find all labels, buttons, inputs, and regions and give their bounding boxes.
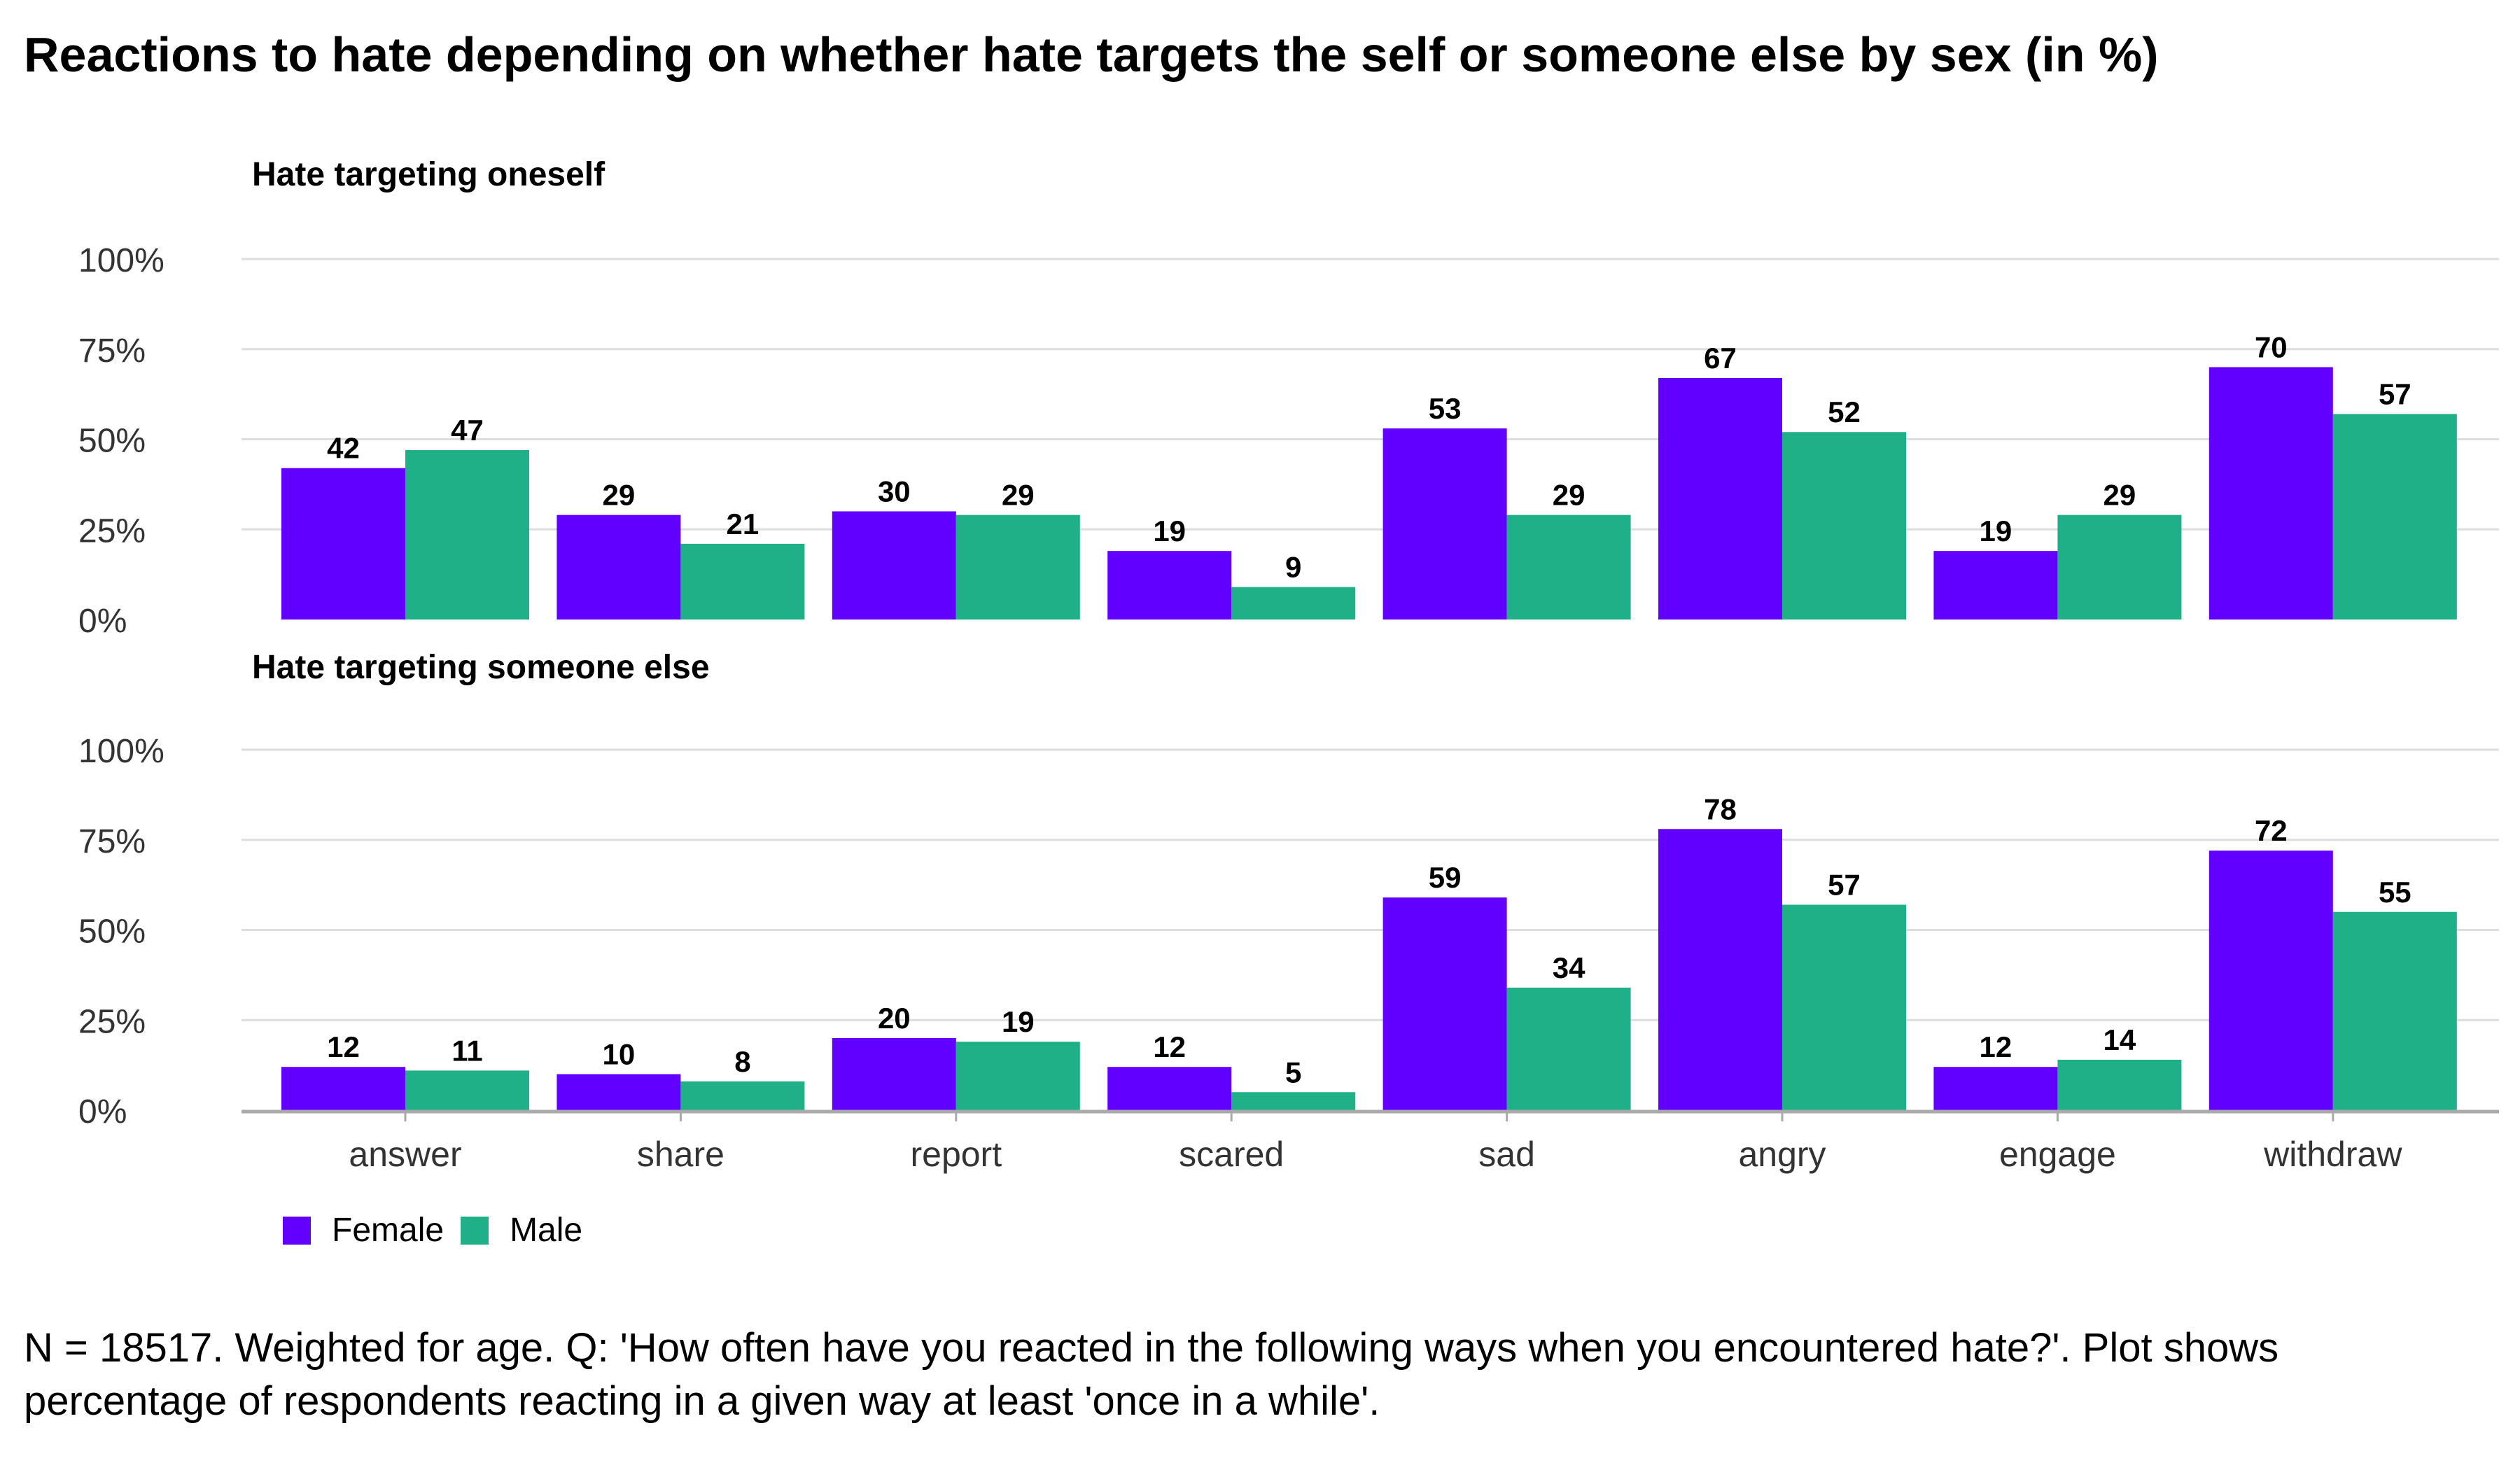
legend: Female Male bbox=[283, 1211, 599, 1250]
y-tick-label: 75% bbox=[78, 332, 146, 370]
bar-female bbox=[1107, 551, 1232, 620]
data-label: 29 bbox=[1002, 479, 1035, 512]
bar-female bbox=[1658, 829, 1782, 1110]
data-label: 9 bbox=[1285, 551, 1301, 584]
bar-male bbox=[405, 449, 529, 620]
y-tick-label: 75% bbox=[78, 823, 146, 860]
legend-swatch-male bbox=[461, 1216, 489, 1245]
x-tick-label: scared bbox=[1179, 1135, 1284, 1174]
data-label: 42 bbox=[327, 432, 360, 465]
data-label: 30 bbox=[878, 475, 911, 508]
x-tick-label: engage bbox=[1999, 1135, 2116, 1174]
data-label: 55 bbox=[2379, 876, 2412, 909]
data-label: 12 bbox=[327, 1030, 360, 1063]
y-tick-label: 50% bbox=[78, 423, 146, 460]
bar-male bbox=[2332, 414, 2457, 620]
chart-title: Reactions to hate depending on whether h… bbox=[24, 27, 2159, 82]
data-label: 19 bbox=[1002, 1005, 1035, 1038]
data-label: 21 bbox=[727, 507, 760, 540]
data-label: 70 bbox=[2255, 331, 2288, 364]
bar-male bbox=[1231, 1092, 1356, 1110]
x-tick-label: report bbox=[910, 1135, 1002, 1174]
bar-male bbox=[2057, 1059, 2182, 1110]
bar-male bbox=[405, 1070, 529, 1110]
data-label: 53 bbox=[1429, 392, 1462, 425]
data-label: 8 bbox=[734, 1045, 750, 1078]
data-label: 57 bbox=[1828, 868, 1861, 901]
y-tick-label: 0% bbox=[78, 1093, 127, 1130]
y-tick-label: 100% bbox=[78, 242, 164, 279]
bar-male bbox=[955, 514, 1080, 620]
bar-female bbox=[556, 514, 681, 620]
bar-female bbox=[1658, 377, 1782, 620]
bar-male bbox=[2057, 514, 2182, 620]
data-label: 57 bbox=[2379, 377, 2412, 410]
bar-male bbox=[955, 1042, 1080, 1110]
bar-male bbox=[1506, 514, 1631, 620]
y-tick-label: 100% bbox=[78, 733, 164, 770]
bar-female bbox=[832, 1038, 956, 1110]
bar-male bbox=[2332, 911, 2457, 1110]
data-label: 10 bbox=[603, 1038, 636, 1071]
data-label: 12 bbox=[1980, 1030, 2012, 1063]
bar-female bbox=[556, 1074, 681, 1110]
bar-male bbox=[680, 1081, 805, 1110]
bar-male bbox=[1782, 904, 1906, 1110]
data-label: 19 bbox=[1980, 514, 2012, 547]
legend-label-male: Male bbox=[510, 1212, 583, 1249]
data-label: 19 bbox=[1153, 514, 1186, 547]
data-label: 78 bbox=[1704, 792, 1737, 825]
y-tick-label: 50% bbox=[78, 913, 146, 951]
data-label: 29 bbox=[2104, 479, 2136, 512]
data-label: 11 bbox=[451, 1034, 482, 1067]
bar-female bbox=[281, 468, 405, 620]
y-tick-label: 25% bbox=[78, 1003, 146, 1040]
bar-female bbox=[832, 511, 956, 620]
bar-male bbox=[1782, 432, 1906, 620]
x-tick-label: withdraw bbox=[2263, 1135, 2402, 1174]
caption: N = 18517. Weighted for age. Q: 'How oft… bbox=[24, 1325, 2279, 1424]
legend-item-female: Female bbox=[283, 1211, 444, 1250]
data-label: 29 bbox=[603, 479, 636, 512]
panel-title-oneself: Hate targeting oneself bbox=[252, 156, 606, 193]
data-label: 67 bbox=[1704, 342, 1737, 374]
data-label: 20 bbox=[878, 1002, 911, 1035]
data-label: 59 bbox=[1429, 861, 1462, 894]
bar-female bbox=[1933, 551, 2058, 620]
x-tick-label: angry bbox=[1738, 1135, 1826, 1174]
x-tick-label: share bbox=[637, 1135, 724, 1174]
legend-label-female: Female bbox=[332, 1212, 444, 1249]
data-label: 29 bbox=[1553, 479, 1586, 512]
bar-female bbox=[1382, 897, 1507, 1110]
bar-male bbox=[1231, 587, 1356, 620]
data-label: 47 bbox=[451, 414, 484, 447]
x-tick-label: answer bbox=[349, 1135, 461, 1174]
y-tick-label: 25% bbox=[78, 512, 146, 550]
bar-female bbox=[1382, 428, 1507, 620]
bar-female bbox=[1933, 1067, 2058, 1110]
bar-female bbox=[1107, 1067, 1232, 1110]
data-label: 52 bbox=[1828, 396, 1861, 428]
data-label: 72 bbox=[2255, 814, 2288, 847]
y-tick-label: 0% bbox=[78, 603, 127, 640]
bar-female bbox=[2208, 850, 2333, 1110]
legend-swatch-female bbox=[283, 1216, 311, 1245]
data-label: 12 bbox=[1153, 1030, 1186, 1063]
bar-female bbox=[281, 1067, 405, 1110]
legend-item-male: Male bbox=[461, 1211, 582, 1250]
bar-male bbox=[1506, 987, 1631, 1110]
data-label: 34 bbox=[1553, 951, 1586, 984]
data-label: 5 bbox=[1285, 1056, 1301, 1088]
panel-title-someone-else: Hate targeting someone else bbox=[252, 649, 710, 686]
x-tick-label: sad bbox=[1478, 1135, 1535, 1174]
bar-female bbox=[2208, 367, 2333, 620]
bar-male bbox=[680, 543, 805, 620]
data-label: 14 bbox=[2104, 1023, 2136, 1056]
